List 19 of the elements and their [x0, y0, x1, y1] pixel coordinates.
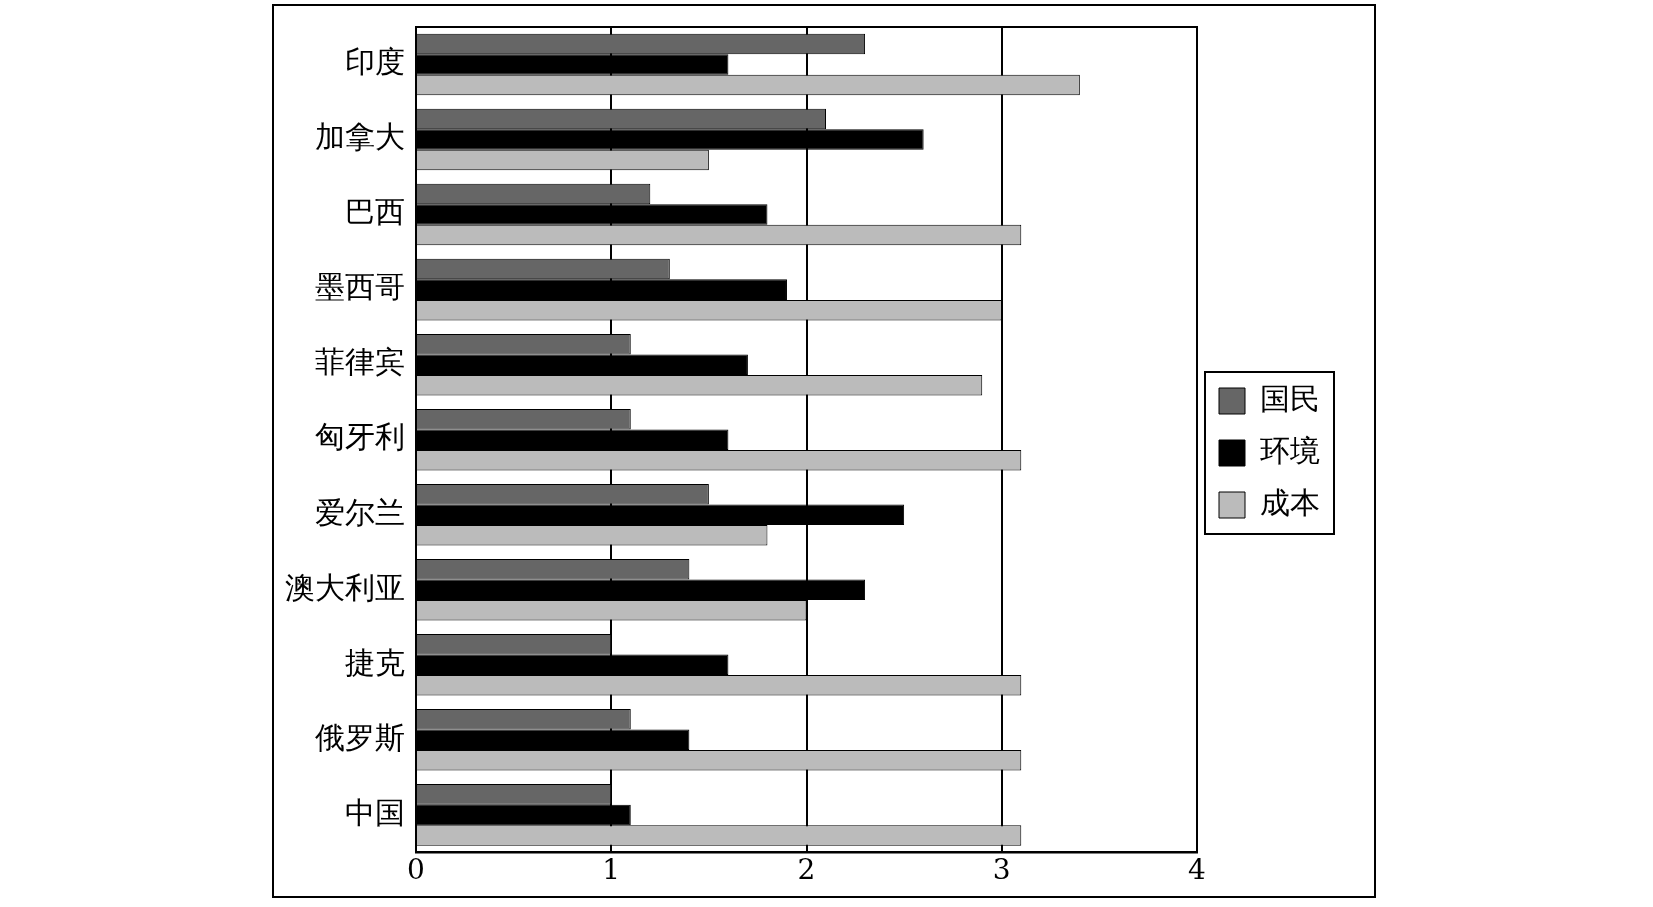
y-tick-label: 菲律宾: [315, 344, 405, 380]
x-tick-label: 2: [797, 853, 816, 887]
y-tick-label: 爱尔兰: [315, 494, 405, 530]
x-tick-label: 3: [992, 853, 1011, 887]
legend-label: 国民: [1260, 380, 1320, 416]
legend-label: 环境: [1260, 432, 1320, 468]
x-tick-label: 4: [1188, 853, 1206, 887]
y-tick-label: 加拿大: [315, 119, 405, 155]
y-tick-label: 印度: [345, 44, 405, 80]
x-tick-label: 0: [407, 853, 425, 887]
x-tick-label: 1: [602, 853, 621, 887]
y-tick-label: 捷克: [345, 644, 405, 680]
y-tick-label: 中国: [345, 794, 405, 830]
y-tick-label: 巴西: [345, 194, 405, 230]
y-tick-label: 匈牙利: [315, 419, 405, 455]
y-tick-label: 墨西哥: [315, 269, 405, 305]
legend-label: 成本: [1260, 484, 1320, 520]
y-tick-label: 俄罗斯: [315, 719, 405, 755]
y-tick-label: 澳大利亚: [285, 569, 405, 605]
